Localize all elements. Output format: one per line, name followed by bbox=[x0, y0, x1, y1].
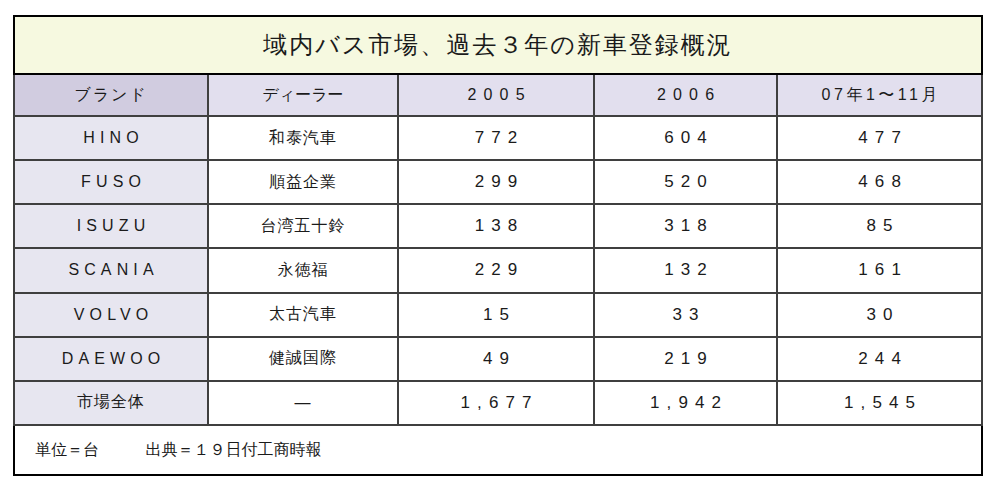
table-row-fuso: FUSO 順益企業 299 520 468 bbox=[14, 160, 982, 204]
dealer-cell: 健誠国際 bbox=[208, 337, 398, 381]
value-2007-cell: 1,545 bbox=[777, 381, 982, 425]
brand-cell: VOLVO bbox=[14, 293, 208, 337]
value-2006-cell: 219 bbox=[594, 337, 777, 381]
brand-cell: 市場全体 bbox=[14, 381, 208, 425]
value-2007-cell: 161 bbox=[777, 248, 982, 292]
brand-cell: DAEWOO bbox=[14, 337, 208, 381]
header-2007-jan-nov: 07年1〜11月 bbox=[777, 74, 982, 116]
table-row-daewoo: DAEWOO 健誠国際 49 219 244 bbox=[14, 337, 982, 381]
header-2006: 2006 bbox=[594, 74, 777, 116]
value-2007-cell: 244 bbox=[777, 337, 982, 381]
header-2005: 2005 bbox=[398, 74, 594, 116]
value-2006-cell: 604 bbox=[594, 116, 777, 160]
dealer-cell: 永徳福 bbox=[208, 248, 398, 292]
value-2005-cell: 138 bbox=[398, 204, 594, 248]
value-2006-cell: 520 bbox=[594, 160, 777, 204]
value-2005-cell: 299 bbox=[398, 160, 594, 204]
value-2005-cell: 15 bbox=[398, 293, 594, 337]
value-2005-cell: 229 bbox=[398, 248, 594, 292]
header-brand: ブランド bbox=[14, 74, 208, 116]
table-row-volvo: VOLVO 太古汽車 15 33 30 bbox=[14, 293, 982, 337]
value-2006-cell: 33 bbox=[594, 293, 777, 337]
unit-note: 単位＝台 bbox=[35, 441, 99, 458]
brand-cell: HINO bbox=[14, 116, 208, 160]
table-row-scania: SCANIA 永徳福 229 132 161 bbox=[14, 248, 982, 292]
brand-cell: ISUZU bbox=[14, 204, 208, 248]
value-2005-cell: 1,677 bbox=[398, 381, 594, 425]
footer-row: 単位＝台 出典＝１９日付工商時報 bbox=[14, 425, 982, 475]
value-2006-cell: 1,942 bbox=[594, 381, 777, 425]
value-2007-cell: 477 bbox=[777, 116, 982, 160]
source-note: 出典＝１９日付工商時報 bbox=[145, 441, 321, 458]
value-2007-cell: 30 bbox=[777, 293, 982, 337]
dealer-cell: 太古汽車 bbox=[208, 293, 398, 337]
bus-market-table: 域内バス市場、過去３年の新車登録概況 ブランド ディーラー 2005 2006 … bbox=[13, 15, 983, 476]
brand-cell: SCANIA bbox=[14, 248, 208, 292]
dealer-cell: ― bbox=[208, 381, 398, 425]
table-row-hino: HINO 和泰汽車 772 604 477 bbox=[14, 116, 982, 160]
value-2007-cell: 85 bbox=[777, 204, 982, 248]
table-row-isuzu: ISUZU 台湾五十鈴 138 318 85 bbox=[14, 204, 982, 248]
title-row: 域内バス市場、過去３年の新車登録概況 bbox=[14, 16, 982, 74]
value-2007-cell: 468 bbox=[777, 160, 982, 204]
footer-notes: 単位＝台 出典＝１９日付工商時報 bbox=[14, 425, 982, 475]
value-2005-cell: 772 bbox=[398, 116, 594, 160]
table-title: 域内バス市場、過去３年の新車登録概況 bbox=[14, 16, 982, 74]
dealer-cell: 台湾五十鈴 bbox=[208, 204, 398, 248]
page: 域内バス市場、過去３年の新車登録概況 ブランド ディーラー 2005 2006 … bbox=[0, 0, 994, 491]
table-row-market-total: 市場全体 ― 1,677 1,942 1,545 bbox=[14, 381, 982, 425]
header-dealer: ディーラー bbox=[208, 74, 398, 116]
value-2006-cell: 132 bbox=[594, 248, 777, 292]
value-2005-cell: 49 bbox=[398, 337, 594, 381]
dealer-cell: 和泰汽車 bbox=[208, 116, 398, 160]
dealer-cell: 順益企業 bbox=[208, 160, 398, 204]
brand-cell: FUSO bbox=[14, 160, 208, 204]
value-2006-cell: 318 bbox=[594, 204, 777, 248]
header-row: ブランド ディーラー 2005 2006 07年1〜11月 bbox=[14, 74, 982, 116]
